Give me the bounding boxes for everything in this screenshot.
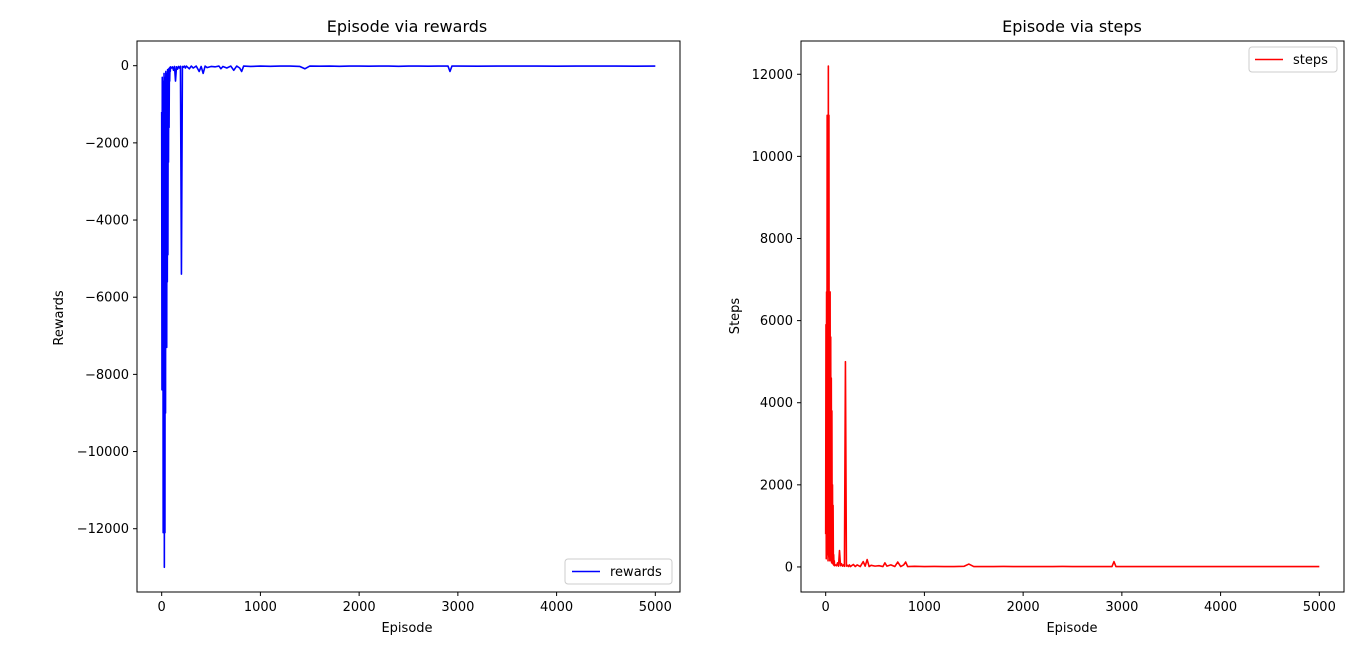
steps-x-axis-label: Episode xyxy=(1046,621,1097,636)
steps-x-tick-label: 3000 xyxy=(1105,600,1138,615)
steps-legend: steps xyxy=(1248,46,1338,73)
rewards-y-tick-label: −2000 xyxy=(85,136,129,151)
rewards-x-tick-label: 3000 xyxy=(441,600,474,615)
rewards-x-axis-label: Episode xyxy=(381,621,432,636)
rewards-x-tick-label: 2000 xyxy=(343,600,376,615)
rewards-x-tick-label: 4000 xyxy=(540,600,573,615)
rewards-chart-title: Episode via rewards xyxy=(327,17,487,36)
rewards-legend-label: rewards xyxy=(610,565,662,580)
rewards-legend: rewards xyxy=(564,558,673,585)
rewards-series-line xyxy=(160,65,656,569)
steps-y-tick-label: 2000 xyxy=(760,478,793,493)
steps-x-tick-label: 0 xyxy=(822,600,830,615)
rewards-y-axis-label: Rewards xyxy=(52,290,67,345)
steps-series-line xyxy=(824,65,1320,568)
rewards-y-tick-label: −4000 xyxy=(85,214,129,229)
rewards-legend-box xyxy=(564,558,673,585)
steps-x-tick-label: 4000 xyxy=(1204,600,1237,615)
rewards-x-tick-label: 0 xyxy=(158,600,166,615)
steps-y-tick-label: 12000 xyxy=(752,68,793,83)
rewards-y-tick-label: 0 xyxy=(121,59,129,74)
rewards-chart: Episode via rewards 0 1000 2000 3000 4000 500… xyxy=(52,17,681,636)
rewards-y-tick-label: −8000 xyxy=(85,368,129,383)
steps-axes-frame xyxy=(800,40,1345,593)
rewards-x-tick-label: 1000 xyxy=(244,600,277,615)
steps-x-tick-label: 2000 xyxy=(1007,600,1040,615)
steps-x-tick-label: 5000 xyxy=(1303,600,1336,615)
steps-legend-box xyxy=(1248,46,1338,73)
rewards-y-tick-label: −6000 xyxy=(85,291,129,306)
steps-y-tick-label: 6000 xyxy=(760,314,793,329)
steps-y-axis-label: Steps xyxy=(728,298,743,335)
steps-legend-label: steps xyxy=(1293,53,1328,68)
steps-x-tick-label: 1000 xyxy=(908,600,941,615)
rewards-y-tick-label: −12000 xyxy=(77,522,129,537)
rewards-plot-area: 0 1000 2000 3000 4000 5000 0 −2000 −4000 −6000 −80… xyxy=(77,40,681,615)
steps-plot-area: 0 1000 2000 3000 4000 5000 0 2000 4000 6000 8000 10… xyxy=(752,40,1345,615)
rewards-y-tick-label: −10000 xyxy=(77,445,129,460)
steps-chart-title: Episode via steps xyxy=(1002,17,1142,36)
steps-y-tick-label: 4000 xyxy=(760,396,793,411)
steps-chart: Episode via steps 0 1000 2000 3000 4000 50000… xyxy=(728,17,1345,636)
steps-y-tick-label: 0 xyxy=(785,560,793,575)
rewards-x-tick-label: 5000 xyxy=(639,600,672,615)
steps-y-tick-label: 10000 xyxy=(752,150,793,165)
rewards-axes-frame xyxy=(136,40,681,593)
steps-y-tick-label: 8000 xyxy=(760,232,793,247)
